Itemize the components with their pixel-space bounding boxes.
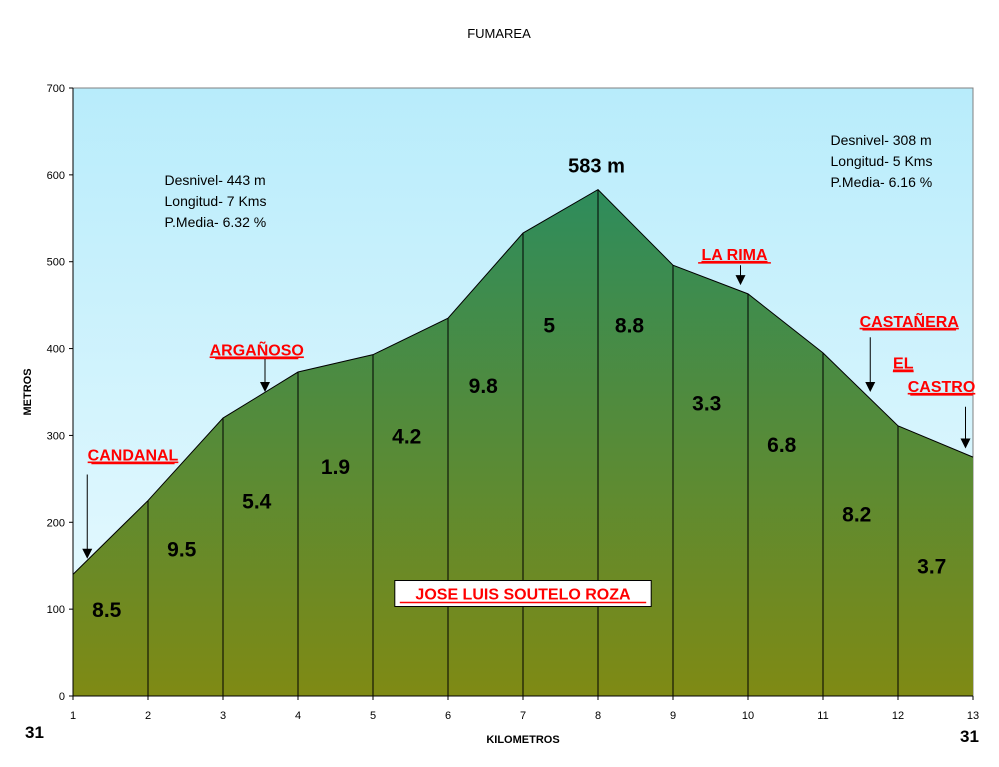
x-tick-label: 5 <box>370 710 376 722</box>
x-tick-label: 12 <box>892 710 904 722</box>
place-arrow-head <box>865 382 876 392</box>
y-tick-label: 0 <box>59 691 65 703</box>
author-label: JOSE LUIS SOUTELO ROZA <box>415 587 631 604</box>
stats-left-line: Desnivel- 443 m <box>165 172 266 188</box>
x-tick-label: 8 <box>595 710 601 722</box>
x-tick-label: 10 <box>742 710 754 722</box>
chart-title: FUMAREA <box>467 26 531 41</box>
place-label: CANDANAL <box>88 448 179 465</box>
place-arrow-head <box>735 275 746 286</box>
stats-right-line: Longitud- 5 Kms <box>831 153 933 169</box>
segment-grade-label: 3.7 <box>917 556 946 579</box>
segment-grade-label: 6.8 <box>767 434 797 457</box>
place-label: CASTAÑERA <box>860 311 960 331</box>
y-tick-label: 700 <box>47 83 65 95</box>
place-arrow-head <box>960 438 971 449</box>
segment-grade-label: 5.4 <box>242 491 272 514</box>
segment-grade-label: 8.8 <box>615 314 645 337</box>
place-label: ARGAÑOSO <box>210 339 304 359</box>
segment-grade-label: 3.3 <box>692 392 721 415</box>
x-tick-label: 4 <box>295 710 301 722</box>
segment-grade-label: 1.9 <box>321 456 350 479</box>
y-tick-label: 600 <box>47 170 65 182</box>
segment-grade-label: 5 <box>543 314 555 337</box>
segment-grade-label: 4.2 <box>392 425 421 448</box>
place-arrow-head <box>82 548 93 559</box>
peak-altitude-label: 583 m <box>568 155 625 177</box>
y-tick-label: 400 <box>47 344 65 356</box>
segment-grade-label: 9.5 <box>167 538 197 561</box>
place-label: CASTRO <box>908 379 976 396</box>
x-tick-label: 6 <box>445 710 451 722</box>
segment-grade-label: 9.8 <box>469 375 499 398</box>
segment-grade-label: 8.5 <box>92 599 122 622</box>
stats-left-line: P.Media- 6.32 % <box>165 214 267 230</box>
elevation-line <box>72 188 974 575</box>
place-arrow-head <box>260 382 270 392</box>
y-tick-label: 100 <box>47 604 65 616</box>
x-tick-label: 7 <box>520 710 526 722</box>
x-axis-title: KILOMETROS <box>486 734 559 746</box>
corner-number-left: 31 <box>25 723 44 742</box>
x-tick-label: 9 <box>670 710 676 722</box>
segment-grade-label: 8.2 <box>842 504 871 527</box>
y-tick-label: 500 <box>47 257 65 269</box>
stats-right-line: P.Media- 6.16 % <box>831 174 933 190</box>
stats-right-line: Desnivel- 308 m <box>831 132 932 148</box>
corner-number-right: 31 <box>960 727 979 746</box>
place-label: LA RIMA <box>701 247 768 264</box>
y-tick-label: 300 <box>47 430 65 442</box>
x-tick-label: 3 <box>220 710 226 722</box>
x-tick-label: 13 <box>967 710 979 722</box>
x-tick-label: 1 <box>70 710 76 722</box>
stats-left-line: Longitud- 7 Kms <box>165 193 267 209</box>
x-tick-label: 11 <box>817 710 828 722</box>
y-tick-label: 200 <box>47 517 65 529</box>
x-tick-label: 2 <box>145 710 151 722</box>
place-label: EL <box>893 355 914 372</box>
y-axis-title: METROS <box>22 368 34 415</box>
